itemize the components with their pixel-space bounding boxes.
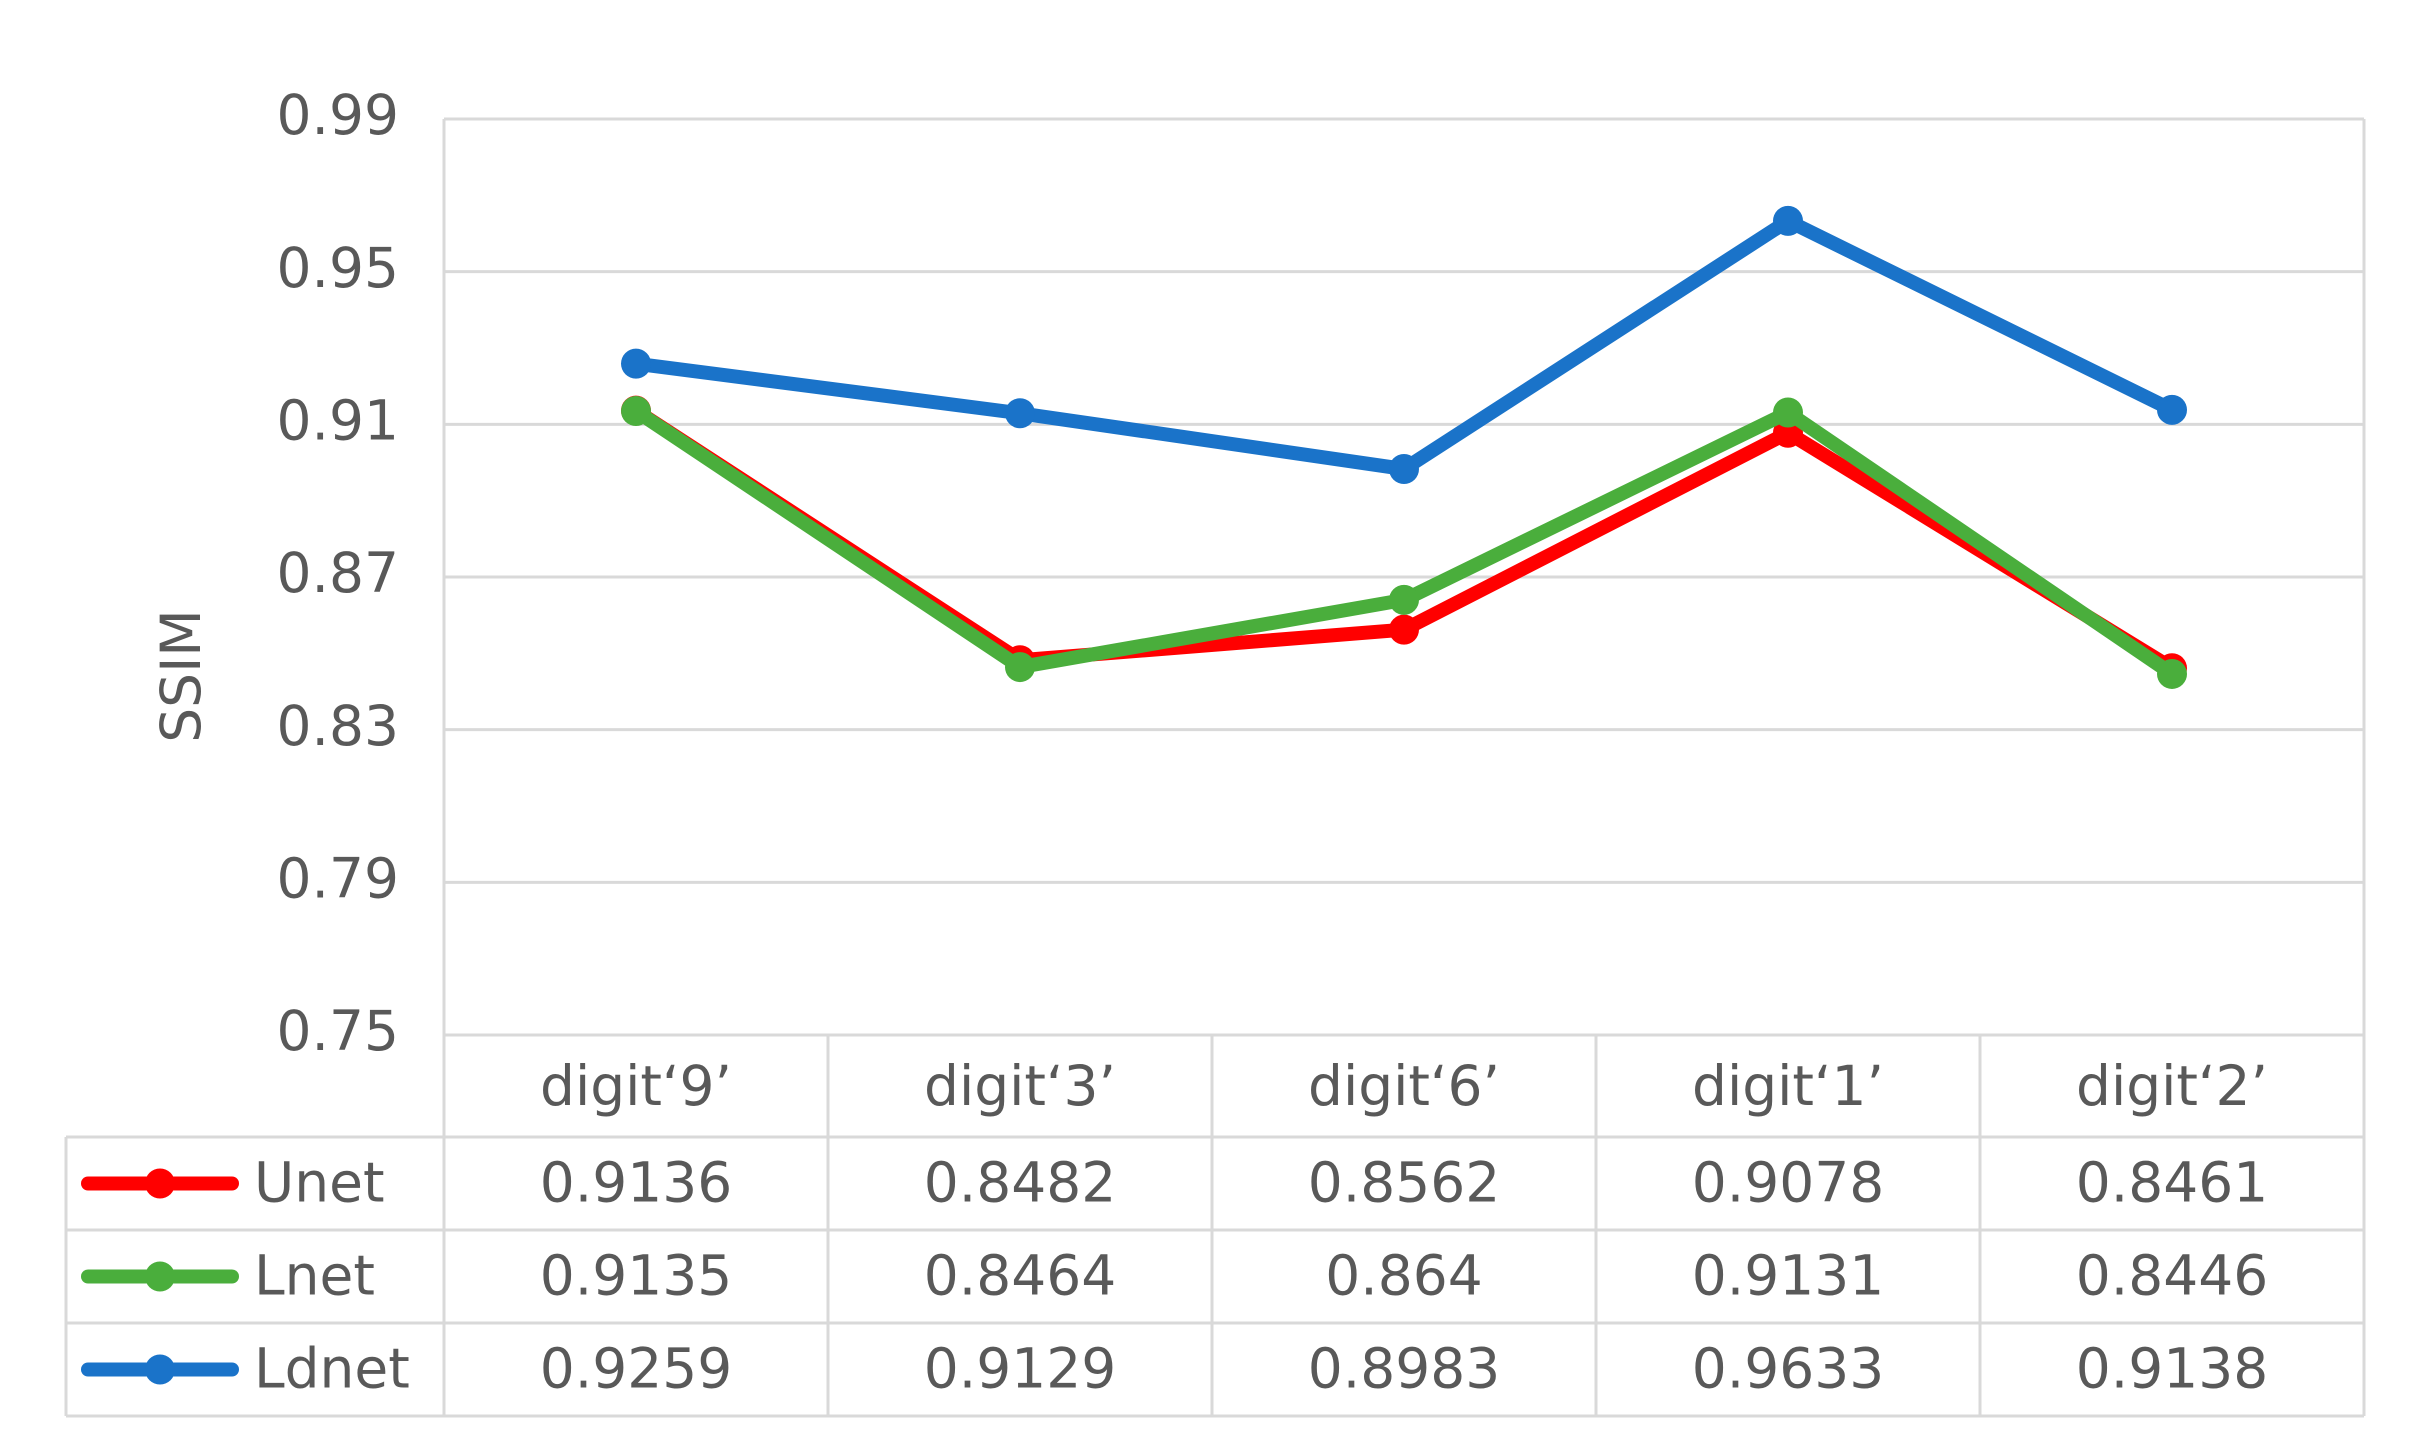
series-line xyxy=(635,213,2176,476)
x-tick-label: digit‘2’ xyxy=(2076,1054,2268,1118)
x-tick-label: digit‘3’ xyxy=(924,1054,1116,1118)
table-value: 0.9136 xyxy=(540,1151,732,1215)
point xyxy=(621,348,651,379)
point xyxy=(1773,205,1803,236)
table-value: 0.9138 xyxy=(2076,1337,2268,1401)
y-tick-label: 0.91 xyxy=(277,388,399,452)
point xyxy=(1005,398,1035,429)
legend-label: Ldnet xyxy=(254,1337,410,1401)
table-value: 0.8562 xyxy=(1308,1151,1500,1215)
y-tick-label: 0.75 xyxy=(277,999,399,1063)
x-tick-label: digit‘1’ xyxy=(1692,1054,1884,1118)
legend-marker xyxy=(145,1354,175,1385)
x-tick-label: digit‘9’ xyxy=(540,1054,732,1118)
table-value: 0.8446 xyxy=(2076,1244,2268,1308)
y-tick-label: 0.95 xyxy=(277,236,399,300)
table-value: 0.9135 xyxy=(540,1244,732,1308)
table-value: 0.9078 xyxy=(1692,1151,1884,1215)
legend-marker xyxy=(145,1168,175,1199)
legend-label: Unet xyxy=(254,1151,385,1215)
y-tick-label: 0.87 xyxy=(277,541,399,605)
point xyxy=(1389,584,1419,615)
point xyxy=(2157,658,2187,689)
table-value: 0.8464 xyxy=(924,1244,1116,1308)
table-value: 0.864 xyxy=(1325,1244,1482,1308)
legend-label: Lnet xyxy=(254,1244,375,1308)
y-axis-title: SSIM xyxy=(149,609,213,743)
point xyxy=(2157,394,2187,425)
legend-marker xyxy=(145,1261,175,1292)
y-tick-label: 0.83 xyxy=(277,694,399,758)
point xyxy=(621,395,651,426)
y-tick-label: 0.79 xyxy=(277,846,399,910)
point xyxy=(1389,614,1419,645)
table-value: 0.8482 xyxy=(924,1151,1116,1215)
table-value: 0.8983 xyxy=(1308,1337,1500,1401)
table-value: 0.9633 xyxy=(1692,1337,1884,1401)
table-value: 0.8461 xyxy=(2076,1151,2268,1215)
table-value: 0.9259 xyxy=(540,1337,732,1401)
x-tick-label: digit‘6’ xyxy=(1308,1054,1500,1118)
point xyxy=(1005,652,1035,683)
table-value: 0.9131 xyxy=(1692,1244,1884,1308)
point xyxy=(1773,397,1803,428)
table-value: 0.9129 xyxy=(924,1337,1116,1401)
point xyxy=(1389,453,1419,484)
y-tick-label: 0.99 xyxy=(277,83,399,147)
